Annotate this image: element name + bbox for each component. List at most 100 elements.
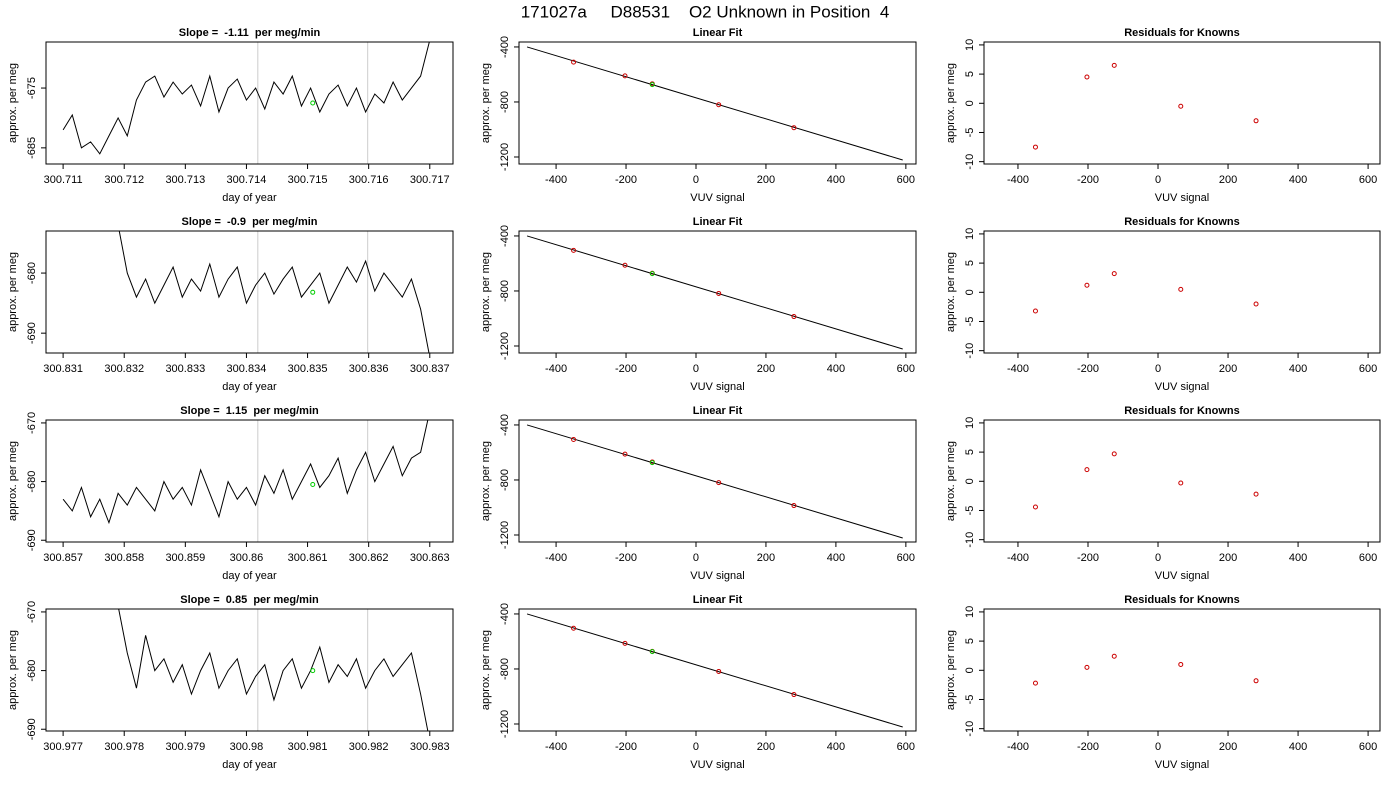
plot-frame	[983, 41, 1381, 165]
y-tick-label: 10	[964, 606, 976, 618]
x-tick-label: 300.837	[410, 363, 450, 375]
plot-area	[526, 235, 903, 350]
plot-frame	[518, 608, 917, 732]
point	[1178, 661, 1184, 667]
series-line	[62, 420, 429, 525]
point	[1111, 271, 1117, 277]
x-tick-label: -200	[615, 174, 637, 186]
point	[716, 480, 722, 486]
x-tick-label: 200	[1219, 741, 1237, 753]
x-tick-label: 300.983	[410, 741, 450, 753]
x-tick-label: 300.859	[165, 552, 205, 564]
x-tick-label: 300.981	[288, 741, 328, 753]
x-tick-label: -400	[1007, 174, 1029, 186]
point	[1032, 144, 1038, 150]
x-tick-label: 400	[827, 174, 845, 186]
point	[622, 73, 628, 79]
x-tick-label: 600	[1359, 363, 1377, 375]
point	[1084, 282, 1090, 288]
panel-title: Slope = 0.85 per meg/min	[180, 594, 319, 606]
point	[571, 437, 577, 443]
x-tick-label: 300.98	[230, 741, 264, 753]
y-tick-label: -5	[964, 128, 976, 138]
point	[791, 125, 797, 131]
panel-title: Residuals for Knowns	[1124, 405, 1240, 417]
plot-frame	[45, 41, 454, 165]
x-tick-label: 200	[1219, 552, 1237, 564]
x-tick-label: 300.717	[410, 174, 450, 186]
plot-frame	[983, 230, 1381, 354]
x-axis-label: VUV signal	[1155, 570, 1209, 582]
x-tick-label: -400	[1007, 741, 1029, 753]
y-tick-label: -800	[499, 91, 511, 113]
panel-title: Residuals for Knowns	[1124, 594, 1240, 606]
y-axis-label: approx. per meg	[7, 630, 19, 710]
panel-title: Linear Fit	[693, 216, 743, 228]
x-tick-label: 300.835	[288, 363, 328, 375]
y-tick-label: -690	[26, 529, 38, 551]
panel: Residuals for Knowns VUV signal approx. pe…	[945, 594, 1381, 771]
figure-title: 171027a D88531 O2 Unknown in Position 4	[521, 2, 890, 21]
x-tick-label: 200	[1219, 174, 1237, 186]
point	[1032, 680, 1038, 686]
x-tick-label: 0	[693, 363, 699, 375]
point	[622, 640, 628, 646]
highlight-point	[310, 100, 316, 106]
x-tick-label: -400	[545, 552, 567, 564]
x-tick-label: 300.716	[349, 174, 389, 186]
x-tick-label: 400	[827, 363, 845, 375]
highlight-point	[649, 460, 655, 466]
plot-area	[118, 231, 430, 353]
point	[716, 668, 722, 674]
panel: Slope = 1.15 per meg/min day of year appro…	[7, 405, 454, 582]
fit-line	[526, 424, 903, 539]
x-tick-label: 300.834	[227, 363, 267, 375]
x-tick-label: 200	[757, 174, 775, 186]
x-tick-label: -400	[545, 363, 567, 375]
y-tick-label: -670	[26, 601, 38, 623]
plot-area	[62, 420, 429, 542]
series-line	[118, 231, 430, 353]
y-tick-label: -400	[499, 36, 511, 58]
point	[1084, 74, 1090, 80]
point	[716, 102, 722, 108]
y-axis-label: approx. per meg	[7, 252, 19, 332]
y-tick-label: -400	[499, 414, 511, 436]
y-tick-label: -670	[26, 412, 38, 434]
y-tick-label: 0	[964, 667, 976, 673]
x-tick-label: 200	[757, 363, 775, 375]
panel: Residuals for Knowns VUV signal approx. pe…	[945, 216, 1381, 393]
point	[1032, 504, 1038, 510]
panel-title: Slope = 1.15 per meg/min	[180, 405, 319, 417]
plot-area	[526, 46, 903, 161]
plot-frame	[983, 419, 1381, 543]
x-tick-label: 300.714	[227, 174, 267, 186]
panel-title: Linear Fit	[693, 594, 743, 606]
x-tick-label: 300.713	[165, 174, 205, 186]
panel-title: Slope = -0.9 per meg/min	[181, 216, 317, 228]
y-tick-label: -685	[26, 137, 38, 159]
y-tick-label: 5	[964, 449, 976, 455]
x-tick-label: 300.831	[43, 363, 83, 375]
point	[1253, 118, 1259, 124]
x-tick-label: 300.979	[165, 741, 205, 753]
panel-title: Residuals for Knowns	[1124, 27, 1240, 39]
point	[791, 503, 797, 509]
y-axis-label: approx. per meg	[7, 63, 19, 143]
point	[571, 625, 577, 631]
x-axis-label: day of year	[222, 759, 277, 771]
panel: Linear Fit VUV signal approx. per meg -400 -…	[480, 405, 917, 582]
panel: Slope = -1.11 per meg/min day of year appr…	[7, 27, 454, 204]
x-axis-label: VUV signal	[690, 570, 744, 582]
y-tick-label: -10	[964, 154, 976, 170]
x-tick-label: 300.978	[104, 741, 144, 753]
y-tick-label: -800	[499, 658, 511, 680]
fit-line	[526, 613, 903, 728]
panel: Residuals for Knowns VUV signal approx. pe…	[945, 27, 1381, 204]
plot-area	[526, 613, 903, 728]
x-tick-label: -200	[615, 741, 637, 753]
y-axis-label: approx. per meg	[945, 252, 957, 332]
x-tick-label: 200	[757, 552, 775, 564]
x-tick-label: 600	[897, 174, 915, 186]
